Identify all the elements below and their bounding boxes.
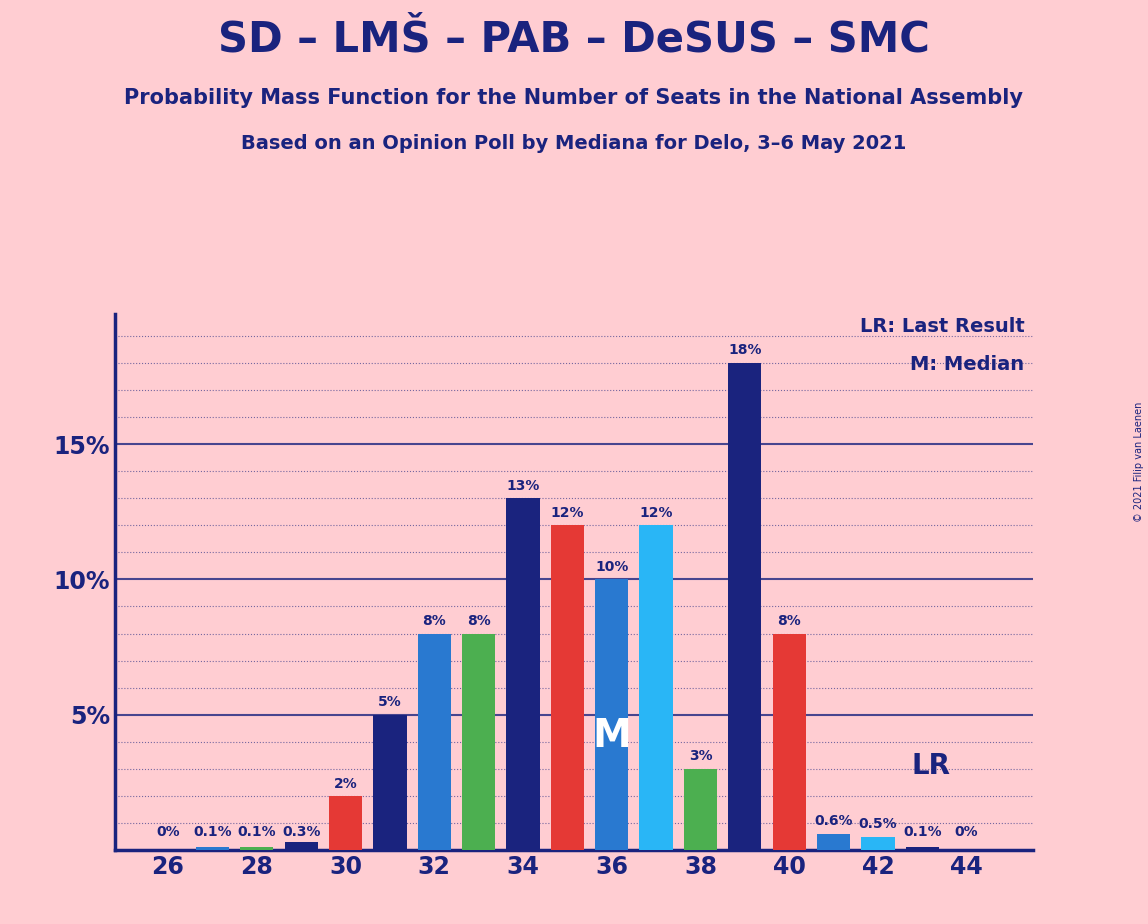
Text: 10%: 10%	[595, 560, 628, 574]
Text: Probability Mass Function for the Number of Seats in the National Assembly: Probability Mass Function for the Number…	[124, 88, 1024, 108]
Bar	[506, 498, 540, 850]
Bar	[551, 525, 584, 850]
Text: Based on an Opinion Poll by Mediana for Delo, 3–6 May 2021: Based on an Opinion Poll by Mediana for …	[241, 134, 907, 153]
Text: 8%: 8%	[422, 614, 447, 628]
Text: LR: LR	[912, 752, 951, 780]
Bar	[461, 634, 495, 850]
Text: 0.3%: 0.3%	[282, 825, 320, 839]
Bar	[285, 842, 318, 850]
Bar	[240, 847, 273, 850]
Text: 0.1%: 0.1%	[903, 825, 941, 839]
Bar	[328, 796, 362, 850]
Text: 13%: 13%	[506, 479, 540, 492]
Bar	[595, 579, 628, 850]
Text: © 2021 Filip van Laenen: © 2021 Filip van Laenen	[1134, 402, 1143, 522]
Text: 8%: 8%	[777, 614, 801, 628]
Text: 0.5%: 0.5%	[859, 817, 898, 831]
Text: 5%: 5%	[378, 696, 402, 710]
Text: 3%: 3%	[689, 749, 712, 763]
Text: 2%: 2%	[334, 776, 357, 791]
Text: M: Median: M: Median	[910, 355, 1024, 374]
Text: 0%: 0%	[156, 825, 180, 839]
Bar	[196, 847, 230, 850]
Text: SD – LMŠ – PAB – DeSUS – SMC: SD – LMŠ – PAB – DeSUS – SMC	[218, 18, 930, 60]
Text: 12%: 12%	[639, 505, 673, 520]
Text: M: M	[592, 717, 631, 756]
Text: LR: Last Result: LR: Last Result	[860, 317, 1024, 335]
Bar	[152, 849, 185, 850]
Text: 0.1%: 0.1%	[193, 825, 232, 839]
Text: 0%: 0%	[955, 825, 978, 839]
Text: 8%: 8%	[467, 614, 490, 628]
Bar	[861, 836, 894, 850]
Text: 0.6%: 0.6%	[814, 814, 853, 829]
Text: 12%: 12%	[551, 505, 584, 520]
Text: 0.1%: 0.1%	[238, 825, 276, 839]
Bar	[373, 715, 406, 850]
Bar	[728, 363, 761, 850]
Bar	[951, 849, 984, 850]
Text: 18%: 18%	[728, 344, 761, 358]
Bar	[906, 847, 939, 850]
Bar	[773, 634, 806, 850]
Bar	[639, 525, 673, 850]
Bar	[817, 833, 851, 850]
Bar	[684, 769, 718, 850]
Bar	[418, 634, 451, 850]
